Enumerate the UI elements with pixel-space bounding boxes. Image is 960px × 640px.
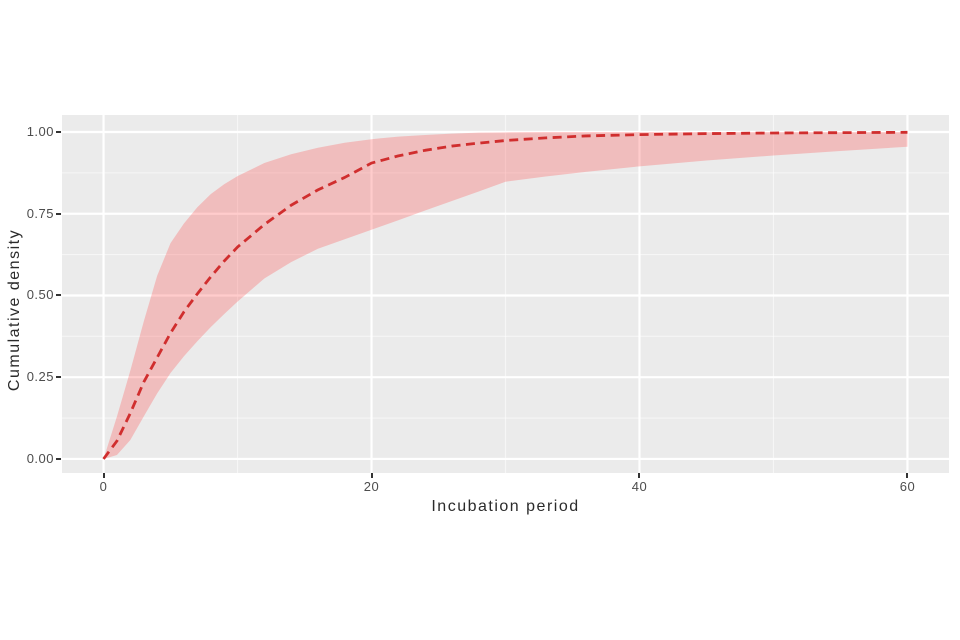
y-tick <box>56 212 61 215</box>
confidence-ribbon <box>103 132 908 459</box>
x-tick <box>370 473 373 478</box>
y-tick-label: 0.75 <box>26 205 54 221</box>
y-tick <box>56 376 61 379</box>
y-tick-label: 0.50 <box>26 287 54 303</box>
y-tick-label: 0.00 <box>26 450 54 466</box>
x-tick <box>906 473 909 478</box>
cdf-chart <box>62 115 949 473</box>
grid-major <box>62 115 949 473</box>
y-tick-label: 0.25 <box>26 369 54 385</box>
x-tick-label: 0 <box>99 479 108 494</box>
y-tick <box>56 457 61 460</box>
x-tick <box>102 473 105 478</box>
y-axis-title: Cumulative density <box>6 228 23 392</box>
y-tick <box>56 294 61 297</box>
x-axis-title: Incubation period <box>431 498 580 515</box>
y-tick-label: 1.00 <box>26 124 54 139</box>
x-tick <box>638 473 641 478</box>
x-tick-label: 20 <box>363 479 380 494</box>
x-tick-label: 40 <box>631 479 648 494</box>
grid-minor <box>62 115 949 473</box>
median-cdf-line <box>102 130 908 460</box>
x-tick-label: 60 <box>899 479 916 494</box>
y-tick <box>56 131 61 133</box>
plot-panel <box>62 115 949 473</box>
